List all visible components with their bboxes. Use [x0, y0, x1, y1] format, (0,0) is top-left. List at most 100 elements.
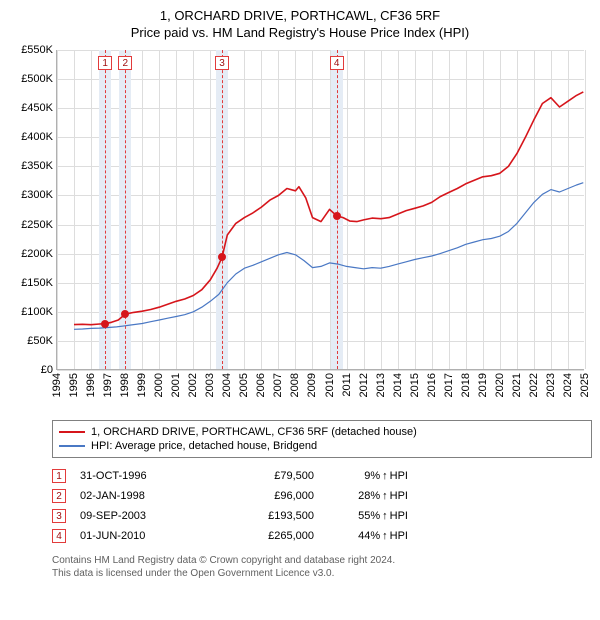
event-row-hpi-suffix: HPI: [390, 530, 408, 542]
event-row-price: £79,500: [224, 470, 314, 482]
event-row-pct: 9%↑HPI: [328, 470, 408, 482]
attribution: Contains HM Land Registry data © Crown c…: [52, 554, 592, 580]
x-tick-label: 2023: [545, 373, 557, 397]
legend-swatch: [59, 445, 85, 447]
x-tick-label: 2011: [341, 373, 353, 397]
event-row-number: 1: [52, 469, 66, 483]
x-tick-label: 2024: [562, 373, 574, 397]
x-tick-label: 2003: [204, 373, 216, 397]
y-tick-label: £450K: [21, 102, 53, 114]
legend-label: 1, ORCHARD DRIVE, PORTHCAWL, CF36 5RF (d…: [91, 426, 417, 438]
arrow-up-icon: ↑: [382, 511, 388, 522]
x-tick-label: 2014: [392, 373, 404, 397]
x-tick-label: 1994: [51, 373, 63, 397]
y-tick-label: £550K: [21, 44, 53, 56]
x-tick-label: 2021: [511, 373, 523, 397]
x-tick-label: 2001: [170, 373, 182, 397]
x-tick-label: 2010: [324, 373, 336, 397]
x-tick-label: 2015: [409, 373, 421, 397]
series-lines: [57, 50, 585, 370]
event-row-price: £96,000: [224, 490, 314, 502]
event-row-number: 4: [52, 529, 66, 543]
event-row-pct: 44%↑HPI: [328, 530, 408, 542]
event-row: 3 09-SEP-2003 £193,500 55%↑HPI: [52, 506, 592, 526]
legend: 1, ORCHARD DRIVE, PORTHCAWL, CF36 5RF (d…: [52, 420, 592, 458]
x-tick-label: 2002: [187, 373, 199, 397]
x-tick-label: 1996: [85, 373, 97, 397]
sale-dot: [218, 253, 226, 261]
legend-swatch: [59, 431, 85, 433]
x-tick-label: 2009: [306, 373, 318, 397]
sale-dot: [333, 212, 341, 220]
sale-dot: [121, 310, 129, 318]
x-tick-label: 1998: [119, 373, 131, 397]
arrow-up-icon: ↑: [382, 471, 388, 482]
y-tick-label: £250K: [21, 219, 53, 231]
y-tick-label: £500K: [21, 73, 53, 85]
title-line-2: Price paid vs. HM Land Registry's House …: [131, 25, 469, 40]
event-row-number: 3: [52, 509, 66, 523]
gridline-h: [57, 370, 584, 371]
x-tick-label: 2013: [375, 373, 387, 397]
attribution-line-2: This data is licensed under the Open Gov…: [52, 567, 592, 580]
x-tick-label: 2017: [443, 373, 455, 397]
event-row-pct: 55%↑HPI: [328, 510, 408, 522]
event-row-hpi-suffix: HPI: [390, 490, 408, 502]
series-subject: [74, 92, 583, 325]
y-tick-label: £350K: [21, 160, 53, 172]
y-tick-label: £300K: [21, 189, 53, 201]
legend-item: 1, ORCHARD DRIVE, PORTHCAWL, CF36 5RF (d…: [59, 425, 585, 439]
title-line-1: 1, ORCHARD DRIVE, PORTHCAWL, CF36 5RF: [160, 8, 440, 23]
event-row-pct-value: 55%: [358, 510, 380, 522]
plot-area: £0£50K£100K£150K£200K£250K£300K£350K£400…: [56, 50, 584, 370]
event-row-number: 2: [52, 489, 66, 503]
event-row-pct-value: 9%: [364, 470, 380, 482]
y-tick-label: £150K: [21, 277, 53, 289]
event-row-date: 09-SEP-2003: [80, 510, 210, 522]
event-row-price: £193,500: [224, 510, 314, 522]
x-tick-label: 2005: [238, 373, 250, 397]
y-tick-label: £100K: [21, 306, 53, 318]
event-row-hpi-suffix: HPI: [390, 470, 408, 482]
x-tick-label: 1999: [136, 373, 148, 397]
x-tick-label: 2007: [272, 373, 284, 397]
y-tick-label: £200K: [21, 248, 53, 260]
x-tick-label: 1997: [102, 373, 114, 397]
event-row-pct: 28%↑HPI: [328, 490, 408, 502]
event-row: 1 31-OCT-1996 £79,500 9%↑HPI: [52, 466, 592, 486]
event-row-pct-value: 44%: [358, 530, 380, 542]
x-tick-label: 2016: [426, 373, 438, 397]
legend-item: HPI: Average price, detached house, Brid…: [59, 439, 585, 453]
event-row-date: 01-JUN-2010: [80, 530, 210, 542]
x-tick-label: 2012: [358, 373, 370, 397]
x-tick-label: 2000: [153, 373, 165, 397]
x-tick-label: 2006: [255, 373, 267, 397]
event-row-price: £265,000: [224, 530, 314, 542]
legend-label: HPI: Average price, detached house, Brid…: [91, 440, 317, 452]
event-row-pct-value: 28%: [358, 490, 380, 502]
event-row: 4 01-JUN-2010 £265,000 44%↑HPI: [52, 526, 592, 546]
x-tick-label: 1995: [68, 373, 80, 397]
y-tick-label: £50K: [27, 335, 53, 347]
event-row-date: 02-JAN-1998: [80, 490, 210, 502]
gridline-v: [585, 50, 586, 369]
event-row-hpi-suffix: HPI: [390, 510, 408, 522]
x-tick-label: 2004: [221, 373, 233, 397]
figure: 1, ORCHARD DRIVE, PORTHCAWL, CF36 5RF Pr…: [0, 0, 600, 588]
events-table: 131-OCT-1996£79,5009%↑HPI202-JAN-1998£96…: [52, 466, 592, 546]
attribution-line-1: Contains HM Land Registry data © Crown c…: [52, 554, 592, 567]
x-tick-label: 2025: [579, 373, 591, 397]
event-row-date: 31-OCT-1996: [80, 470, 210, 482]
x-tick-label: 2008: [289, 373, 301, 397]
series-hpi: [74, 183, 583, 330]
x-tick-label: 2018: [460, 373, 472, 397]
x-tick-label: 2019: [477, 373, 489, 397]
arrow-up-icon: ↑: [382, 491, 388, 502]
y-tick-label: £400K: [21, 131, 53, 143]
event-row: 2 02-JAN-1998 £96,000 28%↑HPI: [52, 486, 592, 506]
x-tick-label: 2020: [494, 373, 506, 397]
arrow-up-icon: ↑: [382, 531, 388, 542]
chart: £0£50K£100K£150K£200K£250K£300K£350K£400…: [12, 46, 588, 416]
sale-dot: [101, 320, 109, 328]
x-tick-label: 2022: [528, 373, 540, 397]
